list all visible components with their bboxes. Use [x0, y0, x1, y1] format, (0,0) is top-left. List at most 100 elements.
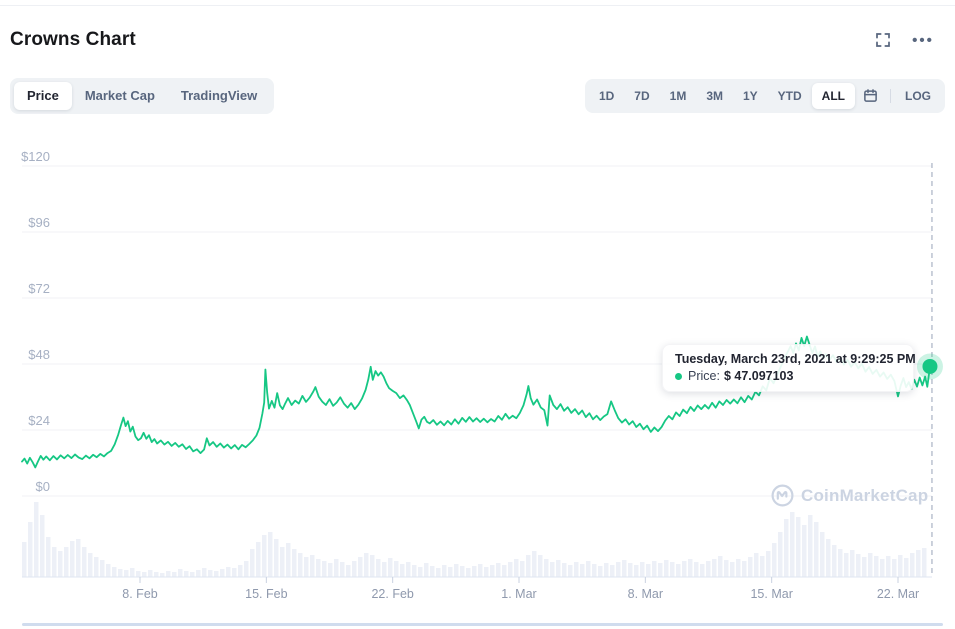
- tab-price[interactable]: Price: [14, 82, 72, 110]
- volume-bar: [190, 572, 195, 577]
- volume-bar: [106, 564, 111, 577]
- volume-bar: [88, 553, 93, 577]
- x-axis-label: 1. Mar: [501, 587, 536, 601]
- x-axis-label: 15. Mar: [750, 587, 792, 601]
- y-axis-label: $120: [21, 149, 50, 164]
- chart-header: Crowns Chart •••: [10, 26, 945, 54]
- volume-bar: [634, 565, 639, 577]
- volume-bar: [418, 567, 423, 577]
- log-scale-toggle[interactable]: LOG: [895, 83, 941, 109]
- volume-bar: [622, 560, 627, 577]
- volume-bar: [328, 563, 333, 577]
- volume-bar: [640, 562, 645, 577]
- volume-bar: [382, 562, 387, 577]
- x-axis: 8. Feb 15. Feb 22. Feb 1. Mar 8. Mar 15. Mar 2…: [22, 576, 932, 601]
- volume-bar: [250, 549, 255, 577]
- tab-tradingview[interactable]: TradingView: [168, 82, 270, 110]
- volume-bar: [196, 570, 201, 577]
- range-ytd[interactable]: YTD: [768, 83, 812, 109]
- y-axis-label: $0: [36, 479, 50, 494]
- volume-bar: [526, 555, 531, 577]
- volume-bar: [148, 570, 153, 577]
- range-7d[interactable]: 7D: [624, 83, 659, 109]
- volume-bar: [652, 561, 657, 577]
- volume-bar: [268, 532, 273, 577]
- volume-bar: [160, 573, 165, 577]
- coinmarketcap-watermark: CoinMarketCap: [770, 483, 928, 508]
- volume-bar: [664, 560, 669, 577]
- volume-bar: [868, 553, 873, 577]
- volume-bar: [676, 564, 681, 577]
- volume-bar: [208, 570, 213, 577]
- volume-bar: [244, 561, 249, 577]
- volume-bar: [508, 562, 513, 577]
- volume-bar: [862, 557, 867, 577]
- volume-bar: [598, 566, 603, 577]
- price-chart-canvas[interactable]: $120 $96 $72 $48 $24 $0 8. Feb 15. Feb 22. Feb 1.…: [0, 140, 955, 610]
- x-axis-label: 22. Feb: [371, 587, 413, 601]
- x-axis-label: 22. Mar: [877, 587, 919, 601]
- range-selector: 1D 7D 1M 3M 1Y YTD ALL LOG: [584, 78, 945, 113]
- volume-bar: [100, 560, 105, 577]
- volume-bar: [766, 551, 771, 577]
- volume-bar: [892, 559, 897, 577]
- volume-bar: [82, 547, 87, 577]
- tab-market-cap[interactable]: Market Cap: [72, 82, 168, 110]
- volume-bar: [586, 561, 591, 577]
- volume-bar: [604, 563, 609, 577]
- volume-bar: [904, 558, 909, 577]
- chart-type-tabs: Price Market Cap TradingView: [10, 78, 275, 114]
- volume-bar: [898, 555, 903, 577]
- volume-bar: [532, 551, 537, 577]
- volume-bar: [130, 568, 135, 577]
- price-chart[interactable]: $120 $96 $72 $48 $24 $0 8. Feb 15. Feb 22. Feb 1.…: [0, 140, 955, 610]
- volume-bar: [670, 562, 675, 577]
- chart-tooltip: Tuesday, March 23rd, 2021 at 9:29:25 PM …: [662, 344, 916, 392]
- range-slider-track[interactable]: [22, 623, 943, 626]
- volume-bar: [364, 553, 369, 577]
- volume-bar: [580, 564, 585, 577]
- calendar-icon[interactable]: [855, 84, 886, 107]
- coinmarketcap-logo-icon: [770, 483, 795, 508]
- volume-bar: [874, 556, 879, 577]
- watermark-text: CoinMarketCap: [801, 485, 929, 505]
- x-axis-label: 15. Feb: [245, 587, 287, 601]
- page-title: Crowns Chart: [10, 29, 136, 50]
- volume-bar: [796, 517, 801, 577]
- grid-lines: $120 $96 $72 $48 $24 $0: [21, 149, 932, 497]
- fullscreen-icon[interactable]: [873, 30, 893, 50]
- volume-bar: [52, 547, 57, 577]
- more-menu-icon[interactable]: •••: [912, 31, 934, 49]
- volume-bar: [76, 539, 81, 577]
- volume-bar: [70, 541, 75, 577]
- y-axis-label: $72: [28, 281, 50, 296]
- volume-bar: [688, 559, 693, 577]
- volume-bar: [520, 561, 525, 577]
- volume-bar: [742, 561, 747, 577]
- tooltip-date: Tuesday, March 23rd, 2021 at 9:29:25 PM: [675, 352, 916, 366]
- volume-bar: [544, 559, 549, 577]
- volume-bar: [832, 545, 837, 577]
- range-3m[interactable]: 3M: [696, 83, 733, 109]
- volume-bar: [232, 568, 237, 577]
- range-1y[interactable]: 1Y: [733, 83, 768, 109]
- y-axis-label: $48: [28, 347, 50, 362]
- range-1d[interactable]: 1D: [589, 83, 624, 109]
- volume-bar: [58, 551, 63, 577]
- volume-bar: [502, 565, 507, 577]
- volume-bar: [346, 565, 351, 577]
- volume-bar: [292, 549, 297, 577]
- volume-bar: [724, 560, 729, 577]
- last-point-dot: [922, 358, 938, 374]
- volume-bar: [820, 532, 825, 577]
- volume-bar: [388, 558, 393, 577]
- volume-bar: [166, 571, 171, 577]
- range-all[interactable]: ALL: [811, 82, 855, 109]
- volume-bar: [226, 567, 231, 577]
- volume-bar: [922, 548, 927, 577]
- volume-bar: [808, 515, 813, 577]
- volume-bar: [298, 553, 303, 577]
- volume-bar: [778, 532, 783, 577]
- volume-bar: [790, 512, 795, 577]
- range-1m[interactable]: 1M: [660, 83, 697, 109]
